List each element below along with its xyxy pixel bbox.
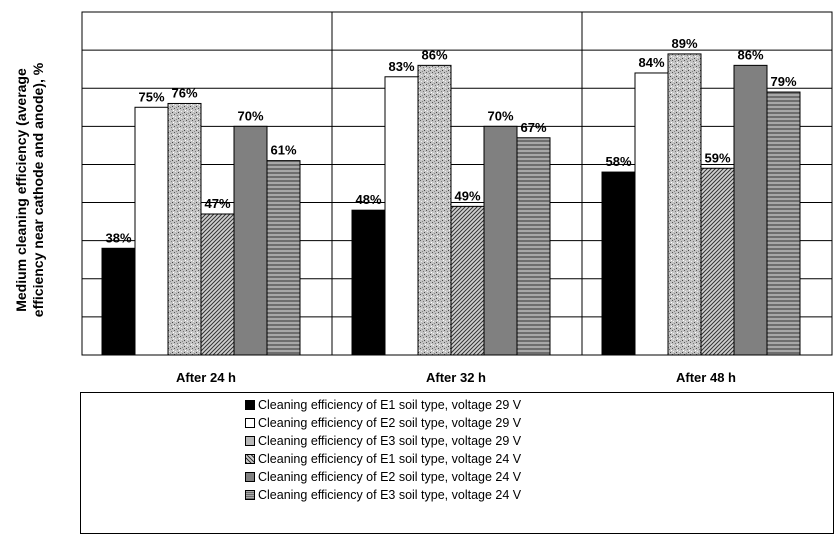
category-label-2: After 32 h xyxy=(426,370,486,385)
bar-s4-c1 xyxy=(200,213,235,356)
data-label-s3-c2: 86% xyxy=(421,47,447,62)
bar-s6-c2 xyxy=(516,137,551,356)
bar-s1-c2 xyxy=(351,209,386,356)
legend-label-5: Cleaning efficiency of E2 soil type, vol… xyxy=(258,470,522,484)
legend-swatch-4 xyxy=(245,454,255,464)
y-axis-title-line1: Medium cleaning efficiency (average xyxy=(13,68,29,312)
data-label-s1-c1: 38% xyxy=(105,230,131,245)
category-label-1: After 24 h xyxy=(176,370,236,385)
data-label-s4-c2: 49% xyxy=(454,188,480,203)
legend-item-5: Cleaning efficiency of E2 soil type, vol… xyxy=(245,468,521,486)
bar-s5-c3 xyxy=(733,64,768,356)
bar-s3-c3 xyxy=(667,53,702,356)
legend-label-6: Cleaning efficiency of E3 soil type, vol… xyxy=(258,488,522,502)
data-labels: 38% 75% 76% 47% 70% 61% 48% 83% 86% 49% 70% 67% 58% 8… xyxy=(105,36,796,245)
data-label-s2-c2: 83% xyxy=(388,59,414,74)
legend-swatch-5 xyxy=(245,472,255,482)
data-label-s3-c3: 89% xyxy=(671,36,697,51)
bar-s2-c3 xyxy=(634,72,669,356)
bar-s1-c3 xyxy=(601,171,636,356)
legend-item-4: Cleaning efficiency of E1 soil type, vol… xyxy=(245,450,521,468)
legend-label-2: Cleaning efficiency of E2 soil type, vol… xyxy=(258,416,522,430)
category-label-3: After 48 h xyxy=(676,370,736,385)
bar-s3-c2 xyxy=(417,64,452,356)
legend-swatch-1 xyxy=(245,400,255,410)
y-axis-title: Medium cleaning efficiency (average effi… xyxy=(4,40,56,340)
legend-swatch-3 xyxy=(245,436,255,446)
data-label-s6-c1: 61% xyxy=(270,143,296,158)
bar-s5-c2 xyxy=(483,125,518,356)
bar-s2-c1 xyxy=(134,106,169,356)
legend-label-1: Cleaning efficiency of E1 soil type, vol… xyxy=(258,398,522,412)
y-axis-title-line2: efficiency near cathode and anode), % xyxy=(30,62,46,318)
legend-item-3: Cleaning efficiency of E3 soil type, vol… xyxy=(245,432,521,450)
data-label-s5-c2: 70% xyxy=(487,108,513,123)
data-label-s4-c1: 47% xyxy=(204,196,230,211)
data-label-s2-c3: 84% xyxy=(638,55,664,70)
legend-swatch-2 xyxy=(245,418,255,428)
data-label-s5-c3: 86% xyxy=(737,47,763,62)
data-label-s1-c3: 58% xyxy=(605,154,631,169)
legend-label-4: Cleaning efficiency of E1 soil type, vol… xyxy=(258,452,522,466)
legend-item-1: Cleaning efficiency of E1 soil type, vol… xyxy=(245,396,521,414)
bar-s3-c1 xyxy=(167,102,202,356)
data-label-s1-c2: 48% xyxy=(355,192,381,207)
bar-s5-c1 xyxy=(233,125,268,356)
bar-s6-c1 xyxy=(266,160,301,356)
legend-swatch-6 xyxy=(245,490,255,500)
bar-chart: 38% 75% 76% 47% 70% 61% 48% 83% 86% 49% 70% 67% 58% 8… xyxy=(81,11,833,356)
bar-s4-c3 xyxy=(700,167,735,356)
legend-item-6: Cleaning efficiency of E3 soil type, vol… xyxy=(245,486,521,504)
legend-label-3: Cleaning efficiency of E3 soil type, vol… xyxy=(258,434,522,448)
data-label-s2-c1: 75% xyxy=(138,89,164,104)
bar-s1-c1 xyxy=(101,247,136,356)
bar-s6-c3 xyxy=(766,91,801,356)
data-label-s4-c3: 59% xyxy=(704,150,730,165)
legend: Cleaning efficiency of E1 soil type, vol… xyxy=(80,392,834,534)
bar-s2-c2 xyxy=(384,76,419,356)
data-label-s6-c2: 67% xyxy=(520,120,546,135)
plot-frame xyxy=(81,11,833,356)
legend-item-2: Cleaning efficiency of E2 soil type, vol… xyxy=(245,414,521,432)
data-label-s5-c1: 70% xyxy=(237,108,263,123)
data-label-s6-c3: 79% xyxy=(770,74,796,89)
data-label-s3-c1: 76% xyxy=(171,85,197,100)
bar-s4-c2 xyxy=(450,205,485,356)
